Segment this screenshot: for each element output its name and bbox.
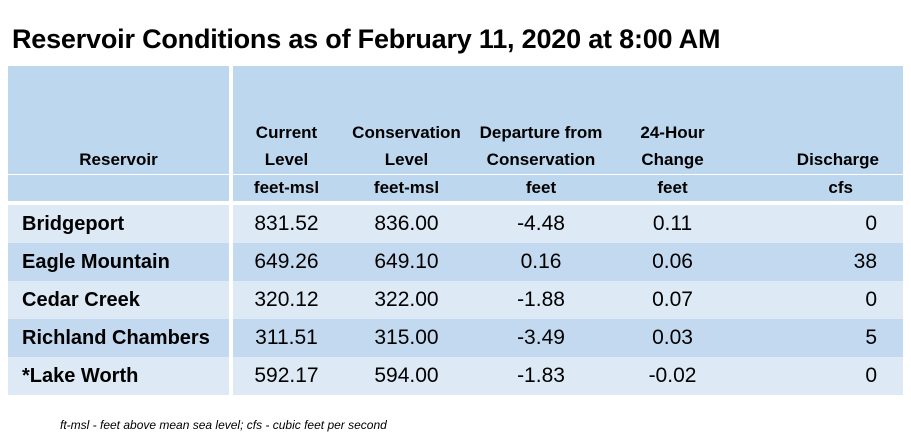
table-row: Cedar Creek 320.12 322.00 -1.88 0.07 0 [8,281,903,319]
discharge-value: 0 [736,203,903,243]
discharge-value: 0 [736,281,903,319]
reservoir-name: Bridgeport [8,203,231,243]
unit-current-level: feet-msl [229,174,340,205]
change-value: -0.02 [609,357,736,395]
departure-value: 0.16 [473,243,609,281]
conservation-level-value: 649.10 [340,243,473,281]
change-value: 0.06 [609,243,736,281]
unit-conservation-level: feet-msl [340,174,473,205]
current-level-value: 592.17 [229,357,340,395]
current-level-value: 649.26 [229,243,340,281]
reservoir-table: Reservoir Current Level Conservation Lev… [8,66,903,395]
current-level-value: 320.12 [229,281,340,319]
change-value: 0.07 [609,281,736,319]
conservation-level-value: 315.00 [340,319,473,357]
conservation-level-value: 594.00 [340,357,473,395]
discharge-value: 5 [736,319,903,357]
header-discharge: Discharge [736,66,903,175]
conservation-level-value: 836.00 [340,203,473,243]
departure-value: -1.83 [473,357,609,395]
departure-value: -3.49 [473,319,609,357]
page-title: Reservoir Conditions as of February 11, … [12,24,721,54]
unit-reservoir [8,174,231,205]
reservoir-name: Richland Chambers [8,319,231,357]
table-row: Eagle Mountain 649.26 649.10 0.16 0.06 3… [8,243,903,281]
change-value: 0.11 [609,203,736,243]
footnote: ft-msl - feet above mean sea level; cfs … [60,418,387,432]
header-reservoir: Reservoir [8,66,231,175]
change-value: 0.03 [609,319,736,357]
conservation-level-value: 322.00 [340,281,473,319]
header-24-hour-change: 24-Hour Change [609,66,736,175]
reservoir-name: Eagle Mountain [8,243,231,281]
table-row: Richland Chambers 311.51 315.00 -3.49 0.… [8,319,903,357]
table-row: Bridgeport 831.52 836.00 -4.48 0.11 0 [8,203,903,243]
unit-departure: feet [473,174,609,205]
header-current-level: Current Level [229,66,340,175]
reservoir-name: Cedar Creek [8,281,231,319]
reservoir-name: *Lake Worth [8,357,231,395]
discharge-value: 38 [736,243,903,281]
header-conservation-level: Conservation Level [340,66,473,175]
current-level-value: 831.52 [229,203,340,243]
table-row: *Lake Worth 592.17 594.00 -1.83 -0.02 0 [8,357,903,395]
departure-value: -4.48 [473,203,609,243]
header-departure: Departure from Conservation [473,66,609,175]
departure-value: -1.88 [473,281,609,319]
current-level-value: 311.51 [229,319,340,357]
unit-discharge: cfs [736,174,903,205]
unit-24-hour-change: feet [609,174,736,205]
discharge-value: 0 [736,357,903,395]
